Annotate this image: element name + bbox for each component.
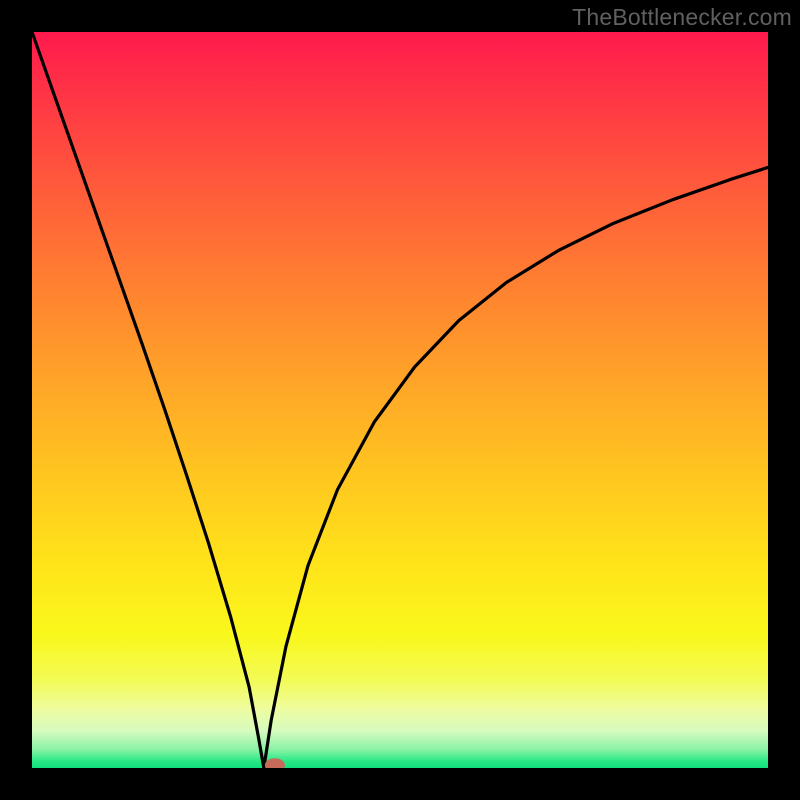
bottleneck-chart: TheBottlenecker.com (0, 0, 800, 800)
plot-background-gradient (32, 32, 768, 768)
chart-svg (0, 0, 800, 800)
watermark-label: TheBottlenecker.com (572, 4, 792, 31)
